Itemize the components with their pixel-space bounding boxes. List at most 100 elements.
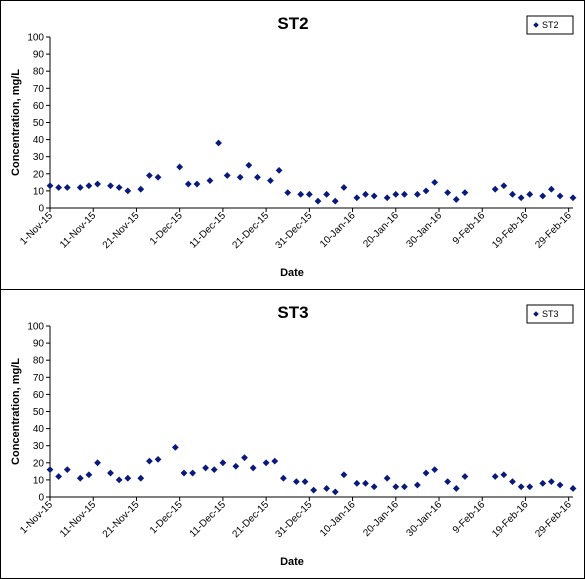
data-point: [422, 187, 430, 195]
data-point: [171, 444, 179, 451]
x-tick-label: 20-Jan-16: [361, 210, 401, 250]
chart-panel-st3: ST3 0 10 20 30 40 50 60 70 80 90 100 1-Nov-15 11-Nov-…: [0, 289, 585, 579]
data-point: [370, 192, 378, 200]
data-point: [539, 479, 547, 487]
data-point: [362, 190, 369, 198]
data-point: [509, 478, 516, 486]
y-axis-label: Concentration, mg/L: [10, 69, 22, 176]
x-tick-label: 21-Nov-15: [101, 210, 142, 251]
x-tick-label: 10-Jan-16: [318, 210, 358, 250]
x-tick-label: 11-Nov-15: [58, 210, 99, 251]
data-point: [331, 488, 339, 496]
data-point: [241, 454, 248, 462]
legend: ST2: [526, 15, 574, 35]
data-point: [76, 184, 84, 191]
data-point: [305, 190, 313, 198]
data-point: [526, 483, 534, 491]
data-point: [249, 464, 257, 472]
y-tick-label: 70: [33, 373, 45, 384]
chart-st3: ST3 0 10 20 30 40 50 60 70 80 90 100 1-Nov-15 11-Nov-…: [10, 303, 577, 568]
legend-marker: [533, 22, 539, 28]
data-point: [452, 196, 460, 203]
data-point: [517, 194, 525, 202]
chart-st2: ST2 0 10 20 30 40 50 60 70 80 90 100 1-Nov-15 11-Nov-…: [10, 14, 577, 279]
chart-title: ST2: [277, 14, 308, 33]
y-tick-label: 40: [33, 135, 45, 146]
data-point: [280, 474, 287, 482]
data-point: [353, 479, 361, 487]
data-point: [340, 471, 348, 479]
data-point: [556, 481, 564, 489]
data-point: [401, 483, 408, 491]
chart-title: ST3: [277, 303, 308, 322]
y-tick-label: 70: [33, 84, 45, 95]
data-point: [383, 194, 391, 202]
data-point: [401, 190, 408, 198]
chart-panel-st2: ST2 0 10 20 30 40 50 60 70 80 90 100 1-Nov-15 11-Nov-…: [0, 0, 585, 290]
x-tick-label: 21-Dec-15: [230, 210, 271, 251]
data-point: [267, 177, 274, 185]
legend-marker: [533, 311, 539, 317]
data-point: [444, 189, 452, 197]
data-point: [55, 184, 63, 191]
data-point: [370, 483, 378, 491]
data-point: [444, 478, 452, 486]
y-tick-label: 90: [33, 339, 45, 350]
data-point: [461, 189, 469, 197]
y-tick-label: 80: [33, 67, 45, 78]
data-point: [517, 483, 525, 491]
data-point: [232, 462, 240, 470]
x-axis-label: Date: [280, 556, 304, 568]
y-tick-label: 40: [33, 424, 45, 435]
data-point: [202, 464, 210, 472]
data-point: [146, 457, 153, 465]
data-point: [509, 190, 516, 198]
data-point: [189, 469, 197, 477]
data-point: [301, 478, 309, 486]
x-tick-label: 19-Feb-16: [490, 210, 531, 251]
data-point: [124, 474, 132, 482]
x-tick-label: 1-Nov-15: [18, 210, 55, 247]
data-point: [310, 486, 318, 494]
y-tick-label: 60: [33, 390, 45, 401]
x-tick-label: 11-Dec-15: [188, 210, 229, 251]
data-point: [500, 471, 508, 479]
legend-box: [526, 304, 574, 324]
data-point: [413, 481, 421, 489]
x-tick-label: 29-Feb-16: [533, 499, 574, 540]
legend: ST3: [526, 304, 574, 324]
data-point: [500, 182, 508, 190]
x-tick-label: 21-Nov-15: [101, 499, 142, 540]
data-point: [245, 161, 253, 169]
data-point: [46, 182, 54, 190]
x-tick-label: 1-Dec-15: [148, 210, 185, 247]
data-point: [452, 485, 460, 492]
data-point: [46, 466, 54, 474]
data-point: [271, 457, 279, 465]
x-tick-label: 30-Jan-16: [405, 210, 445, 250]
y-tick-label: 100: [27, 322, 44, 333]
data-point: [392, 483, 400, 491]
data-point: [297, 190, 305, 198]
x-tick-label: 10-Jan-16: [318, 499, 358, 539]
data-point: [292, 478, 300, 486]
data-point: [547, 185, 555, 193]
data-point: [569, 485, 577, 492]
data-point: [431, 466, 439, 474]
x-tick-label: 31-Dec-15: [274, 499, 315, 540]
data-point: [206, 177, 214, 185]
data-point: [340, 184, 348, 191]
data-point: [491, 473, 499, 480]
legend-label: ST3: [542, 309, 559, 319]
data-point: [362, 479, 369, 487]
data-point: [107, 469, 114, 477]
y-tick-label: 30: [33, 441, 45, 452]
data-point: [55, 473, 63, 480]
x-tick-label: 29-Feb-16: [533, 210, 574, 251]
x-tick-label: 19-Feb-16: [490, 499, 531, 540]
data-point: [115, 184, 123, 191]
data-point: [547, 478, 555, 486]
data-point: [215, 139, 222, 147]
data-point: [413, 190, 421, 198]
x-tick-label: 20-Jan-16: [361, 499, 401, 539]
